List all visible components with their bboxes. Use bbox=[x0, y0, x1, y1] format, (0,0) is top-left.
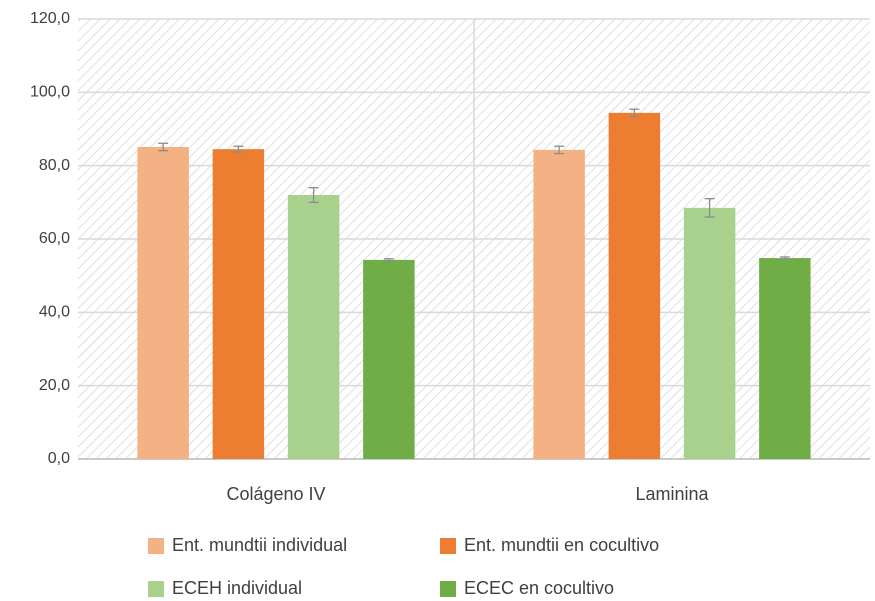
y-tick-label: 40,0 bbox=[39, 304, 70, 321]
bar bbox=[363, 259, 415, 459]
error-bar bbox=[554, 145, 565, 155]
legend-swatch bbox=[440, 538, 456, 554]
y-tick-label: 100,0 bbox=[30, 84, 70, 101]
bar bbox=[212, 149, 265, 459]
legend: Ent. mundtii individual Ent. mundtii en c… bbox=[148, 535, 659, 598]
y-tick-label: 20,0 bbox=[39, 377, 70, 394]
bar bbox=[608, 112, 661, 459]
legend-label: Ent. mundtii individual bbox=[172, 535, 347, 555]
bar bbox=[137, 146, 189, 459]
bar bbox=[533, 149, 585, 459]
legend-swatch bbox=[148, 581, 164, 597]
error-bar bbox=[779, 256, 790, 260]
legend-swatch bbox=[440, 581, 456, 597]
bar bbox=[759, 258, 811, 459]
y-tick-label: 0,0 bbox=[48, 450, 70, 467]
bar bbox=[287, 195, 340, 459]
x-tick-label: Laminina bbox=[635, 484, 709, 504]
legend-swatch bbox=[148, 538, 164, 554]
legend-label: Ent. mundtii en cocultivo bbox=[464, 535, 659, 555]
error-bar bbox=[158, 142, 169, 152]
error-bar bbox=[629, 108, 640, 118]
error-bar bbox=[704, 198, 715, 218]
y-tick-label: 120,0 bbox=[30, 10, 70, 27]
error-bar bbox=[308, 187, 319, 203]
y-tick-label: 60,0 bbox=[39, 230, 70, 247]
legend-label: ECEC en cocultivo bbox=[464, 578, 614, 598]
bar bbox=[683, 207, 736, 459]
y-tick-label: 80,0 bbox=[39, 157, 70, 174]
x-tick-label: Colágeno IV bbox=[226, 484, 325, 504]
error-bar bbox=[383, 258, 394, 262]
error-bar bbox=[233, 145, 244, 153]
legend-label: ECEH individual bbox=[172, 578, 302, 598]
